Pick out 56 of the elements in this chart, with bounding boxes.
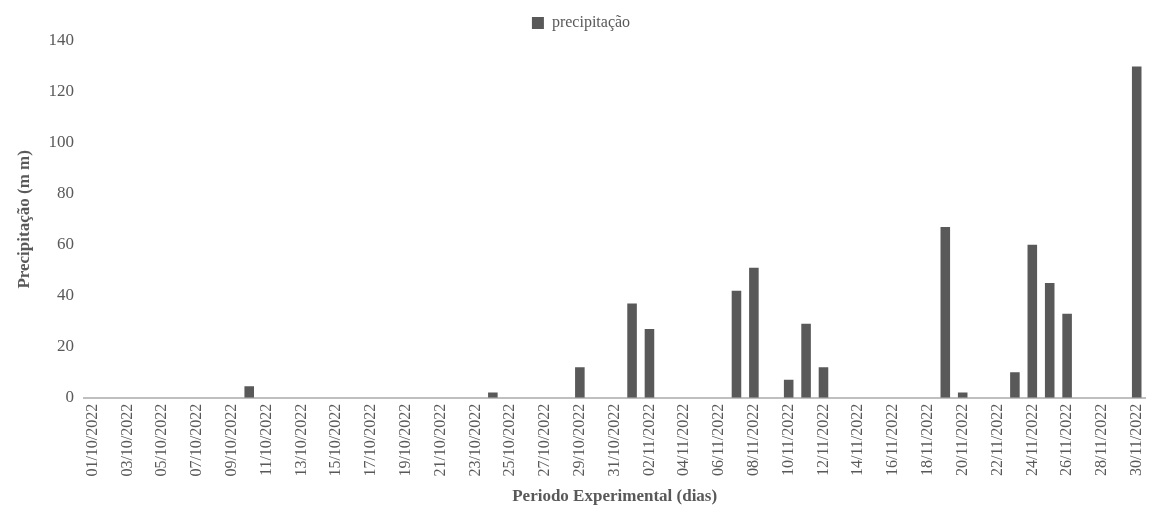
x-tick-label: 26/11/2022 [1057, 403, 1075, 477]
bar [1062, 313, 1072, 398]
x-tick-label: 11/10/2022 [256, 403, 274, 477]
x-tick-label: 04/11/2022 [674, 403, 692, 477]
bar [644, 328, 655, 398]
x-tick-label: 27/10/2022 [535, 403, 553, 477]
x-tick-label: 14/11/2022 [848, 403, 866, 477]
y-tick-label: 0 [65, 387, 74, 407]
x-tick-label: 05/10/2022 [152, 403, 170, 477]
x-tick-label: 03/10/2022 [117, 403, 135, 477]
x-axis-title: Periodo Experimental (dias) [512, 486, 718, 506]
y-tick-label: 140 [48, 30, 74, 50]
x-tick-label: 13/10/2022 [291, 403, 309, 477]
legend-label: precipitação [551, 13, 631, 32]
bar [801, 323, 811, 398]
x-tick-label: 16/11/2022 [883, 403, 901, 477]
x-tick-label: 10/11/2022 [778, 403, 796, 477]
x-tick-label: 18/11/2022 [918, 403, 936, 477]
x-tick-label: 28/11/2022 [1092, 403, 1110, 477]
bar [749, 267, 759, 398]
x-tick-label: 29/10/2022 [570, 403, 588, 477]
x-tick-label: 21/10/2022 [430, 403, 448, 477]
bar [731, 290, 742, 398]
y-tick-label: 120 [48, 81, 74, 101]
y-tick-label: 80 [56, 183, 74, 203]
bar [818, 367, 829, 398]
x-tick-label: 07/10/2022 [187, 403, 205, 477]
bar [940, 227, 951, 398]
x-tick-label: 12/11/2022 [813, 403, 831, 477]
x-tick-label: 24/11/2022 [1022, 403, 1040, 477]
y-tick-label: 40 [56, 285, 74, 305]
x-tick-label: 30/11/2022 [1126, 403, 1144, 477]
x-tick-label: 17/10/2022 [361, 403, 379, 477]
bar [1044, 283, 1055, 398]
x-tick-label: 06/11/2022 [709, 403, 727, 477]
y-tick-label: 100 [48, 132, 74, 152]
y-tick-label: 20 [56, 336, 74, 356]
x-tick-label: 15/10/2022 [326, 403, 344, 477]
x-tick-label: 09/10/2022 [222, 403, 240, 477]
bar [575, 367, 585, 398]
x-tick-label: 22/11/2022 [987, 403, 1005, 477]
x-tick-label: 08/11/2022 [744, 403, 762, 477]
x-tick-label: 25/10/2022 [500, 403, 518, 477]
x-tick-label: 02/11/2022 [639, 403, 657, 477]
x-tick-label: 31/10/2022 [604, 403, 622, 477]
bar [1027, 244, 1038, 398]
x-tick-label: 19/10/2022 [396, 403, 414, 477]
bar [1010, 372, 1020, 398]
bar [1131, 66, 1142, 398]
x-tick-label: 01/10/2022 [82, 403, 100, 477]
x-tick-label: 23/10/2022 [465, 403, 483, 477]
bar [244, 386, 254, 398]
y-axis-title: Precipitação (m m) [13, 150, 33, 289]
y-tick-label: 60 [56, 234, 74, 254]
bar [627, 303, 637, 398]
x-tick-label: 20/11/2022 [952, 403, 970, 477]
